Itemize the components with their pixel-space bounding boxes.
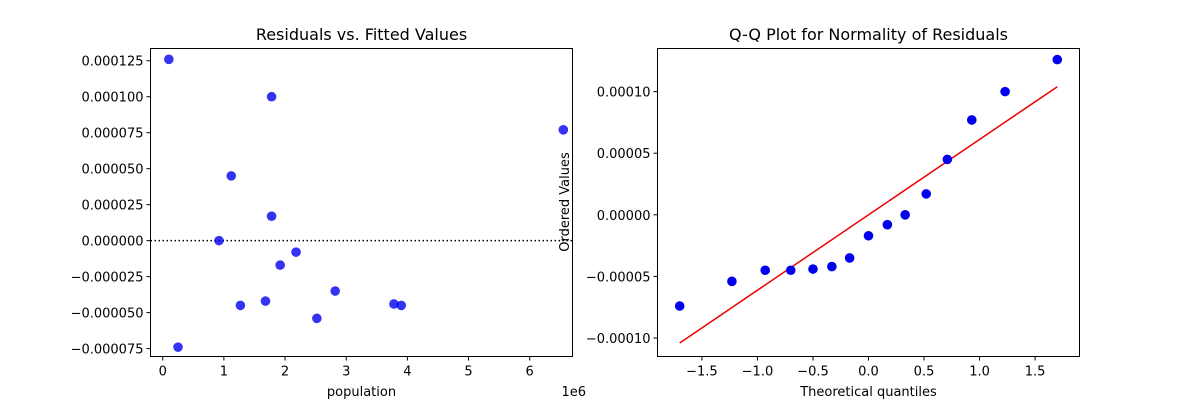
x-tick-label: 0.5	[914, 365, 935, 380]
y-tick-label: −0.000050	[71, 307, 144, 322]
y-tick-label: 0.00010	[597, 86, 651, 101]
x-tick-label: 6	[526, 365, 534, 380]
chart-title: Residuals vs. Fitted Values	[256, 25, 467, 44]
data-point	[275, 260, 285, 270]
data-point	[808, 264, 818, 274]
data-point	[312, 313, 322, 324]
data-point	[396, 300, 407, 311]
x-tick-label: 1.0	[969, 365, 990, 380]
axes-frame	[657, 48, 1080, 357]
data-point	[330, 286, 341, 296]
data-point	[863, 230, 874, 241]
y-tick-label: −0.00010	[586, 332, 651, 347]
x-axis-label: population	[327, 385, 396, 400]
data-point	[173, 342, 183, 352]
y-tick-label: 0.00000	[597, 209, 651, 224]
data-point	[266, 211, 277, 221]
data-point	[942, 154, 953, 165]
x-tick-label: 1.5	[1025, 365, 1046, 380]
data-point	[1052, 54, 1063, 65]
plot-area: 0 1 2 3 4 5 6 −0.000075 −0.000050 −0.000025 0.0000…	[71, 54, 573, 380]
x-tick-label: 2	[281, 365, 289, 380]
y-tick-label: 0.000025	[81, 199, 143, 214]
data-point	[844, 253, 855, 263]
data-point	[235, 300, 246, 311]
axes-frame	[150, 48, 573, 357]
data-point	[1000, 86, 1010, 97]
data-point	[882, 219, 893, 230]
data-point	[266, 91, 277, 102]
data-point	[827, 261, 837, 272]
y-tick-label: 0.000100	[81, 91, 143, 106]
data-point	[291, 247, 301, 257]
data-point	[727, 276, 737, 287]
y-tick-label: −0.00005	[586, 270, 651, 285]
x-axis-label: Theoretical quantiles	[799, 385, 937, 400]
x-tick-label: 0	[159, 365, 167, 380]
plot-area: −1.5 −1.0 −0.5 0.0 0.5 1.0 1.5 −0.00010 −0.00005…	[586, 54, 1063, 380]
x-tick-label: −0.5	[797, 365, 829, 380]
y-tick-label: −0.000075	[71, 343, 144, 358]
y-tick-label: 0.000000	[81, 235, 143, 250]
data-point	[785, 265, 796, 276]
data-point	[966, 115, 977, 125]
data-point	[921, 189, 932, 199]
data-point	[900, 210, 910, 220]
y-tick-label: 0.00005	[597, 147, 651, 162]
x-tick-label: 0.0	[858, 365, 879, 380]
y-tick-label: 0.000050	[81, 163, 143, 178]
residuals-vs-fitted-chart: Residuals vs. Fitted Values population 1…	[71, 25, 586, 400]
data-point	[260, 296, 271, 306]
x-tick-label: 1	[220, 365, 228, 380]
data-point	[389, 299, 399, 309]
qq-fit-line	[679, 86, 1058, 344]
x-tick-label: 5	[464, 365, 472, 380]
x-tick-label: −1.5	[686, 365, 718, 380]
data-point	[674, 301, 685, 311]
qq-plot-chart: Q-Q Plot for Normality of Residuals Theo…	[558, 25, 1080, 400]
data-point	[214, 235, 224, 246]
y-tick-label: −0.000025	[71, 271, 144, 286]
data-point	[760, 265, 771, 276]
data-point	[164, 54, 174, 65]
data-point	[558, 125, 569, 135]
x-axis-offset-label: 1e6	[561, 385, 586, 400]
chart-title: Q-Q Plot for Normality of Residuals	[729, 25, 1008, 44]
x-tick-label: −1.0	[742, 365, 774, 380]
y-tick-label: 0.000075	[81, 127, 143, 142]
x-tick-label: 3	[342, 365, 350, 380]
y-tick-label: 0.000125	[81, 55, 143, 70]
data-point	[226, 171, 237, 181]
x-tick-label: 4	[403, 365, 411, 380]
y-axis-label: Ordered Values	[558, 152, 573, 252]
